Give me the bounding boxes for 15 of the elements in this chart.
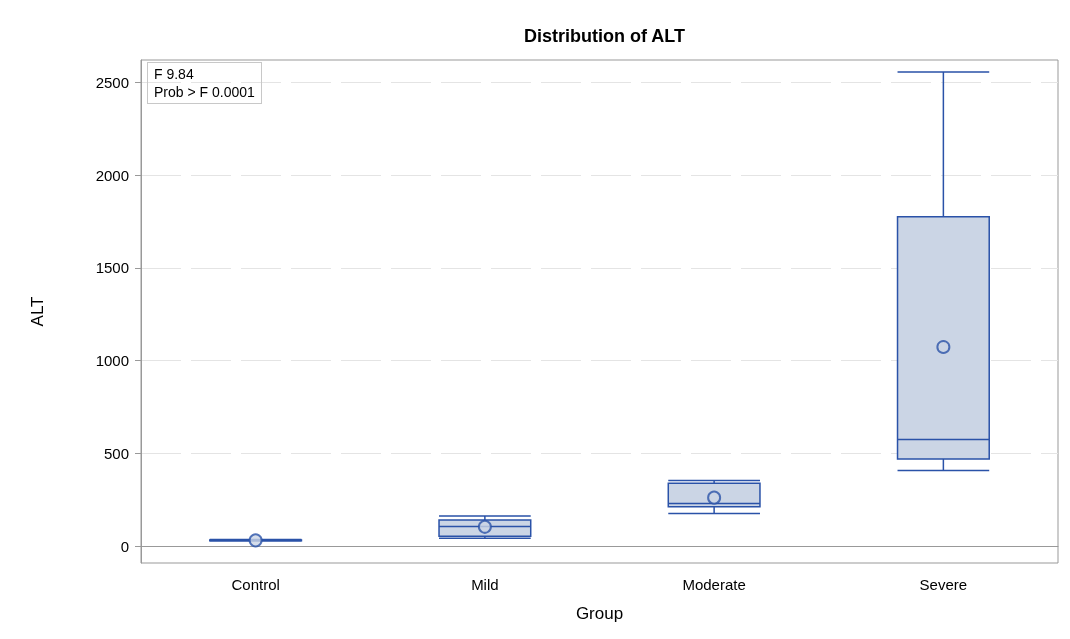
y-axis-title: ALT	[28, 296, 47, 327]
y-tick-label: 2500	[95, 73, 129, 91]
x-axis-title: Group	[575, 604, 624, 623]
y-tick-label: 0	[120, 537, 129, 555]
y-tick-label: 2000	[95, 166, 129, 184]
y-tick-label: 1000	[95, 352, 129, 370]
x-tick-label: Mild	[471, 576, 499, 593]
y-tick-label: 500	[103, 444, 129, 462]
y-tick-label: 1500	[95, 259, 129, 277]
annotation: Prob > F 0.0001	[154, 83, 255, 101]
x-tick-label: Control	[231, 576, 280, 593]
x-tick-label: Moderate	[682, 576, 746, 593]
chart-title: Distribution of ALT	[524, 26, 685, 46]
x-tick-label: Severe	[919, 576, 968, 593]
annotation: F 9.84	[154, 65, 195, 83]
